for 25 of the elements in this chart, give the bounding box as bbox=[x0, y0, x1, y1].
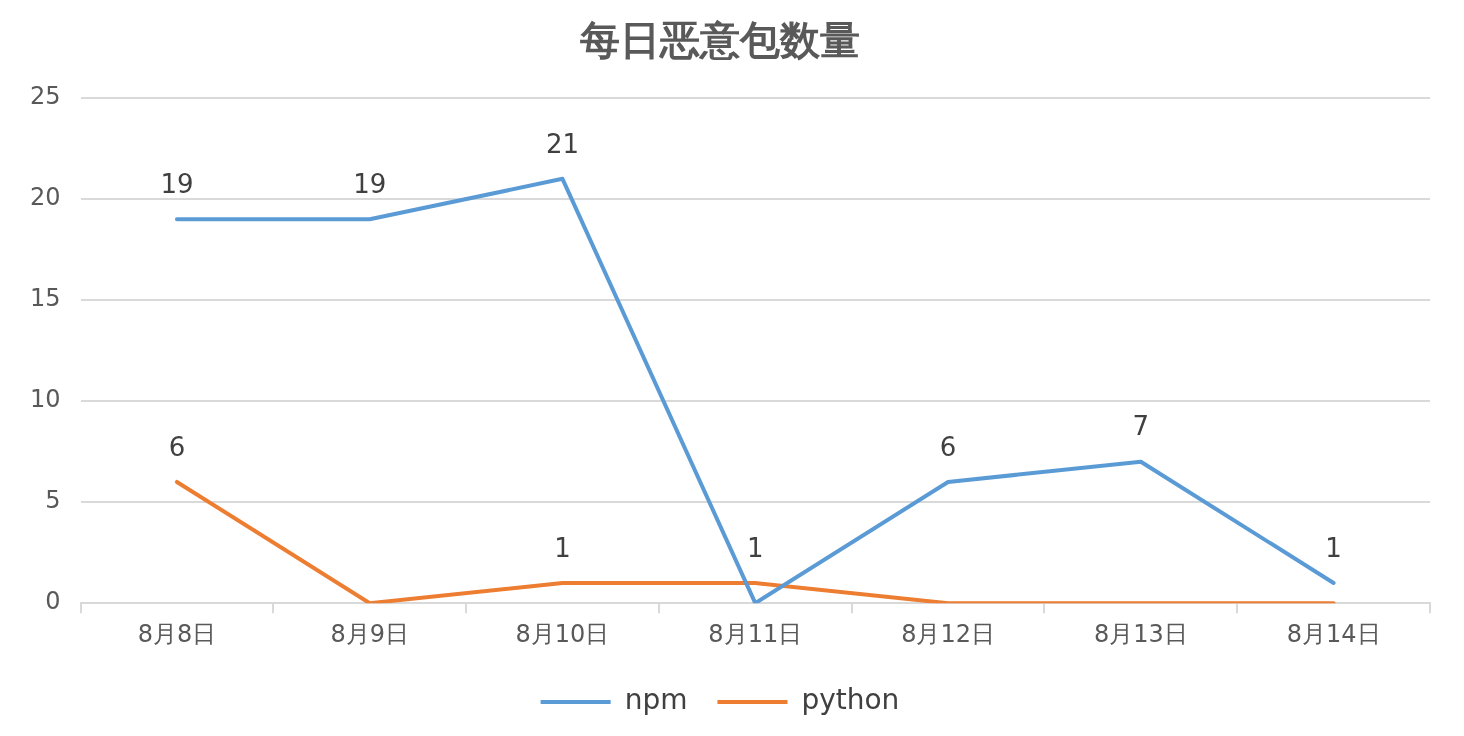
x-tick-label: 8月8日 bbox=[137, 619, 217, 648]
data-label: 21 bbox=[545, 128, 580, 159]
data-label: 7 bbox=[1132, 411, 1150, 442]
chart-title: 每日恶意包数量 bbox=[579, 17, 860, 64]
x-tick-label: 8月12日 bbox=[901, 619, 995, 648]
y-tick-label: 20 bbox=[29, 183, 61, 212]
legend-label: npm bbox=[624, 683, 688, 717]
legend-label: python bbox=[801, 683, 900, 717]
data-label: 1 bbox=[1325, 532, 1342, 563]
x-tick-label: 8月14日 bbox=[1286, 619, 1381, 648]
x-tick-label: 8月9日 bbox=[330, 619, 409, 648]
x-tick-label: 8月10日 bbox=[515, 619, 610, 648]
y-tick-label: 0 bbox=[45, 587, 61, 616]
data-label: 1 bbox=[554, 532, 571, 563]
data-label: 19 bbox=[353, 169, 387, 199]
data-label: 1 bbox=[747, 532, 764, 563]
y-tick-label: 15 bbox=[29, 284, 61, 313]
y-tick-label: 25 bbox=[29, 82, 61, 111]
y-tick-label: 10 bbox=[29, 385, 61, 414]
x-tick-label: 8月13日 bbox=[1093, 619, 1188, 648]
y-tick-label: 5 bbox=[45, 486, 61, 515]
data-label: 19 bbox=[160, 169, 194, 199]
x-tick-label: 8月11日 bbox=[708, 619, 803, 648]
data-label: 6 bbox=[939, 431, 957, 462]
data-label: 6 bbox=[168, 431, 186, 462]
